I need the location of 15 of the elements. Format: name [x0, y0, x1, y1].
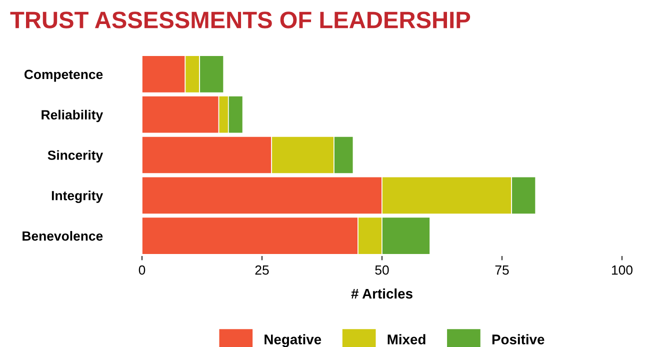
legend-label: Mixed	[388, 334, 426, 344]
y-tick-label: Benevolence	[22, 231, 103, 241]
y-tick-label: Integrity	[52, 190, 104, 203]
x-tick-label: 100	[612, 265, 632, 275]
legend-label: Negative	[264, 334, 322, 347]
chart-title: TRUST ASSESSMENTS OF LEADERSHIP	[10, 12, 470, 28]
x-tick-label: 75	[495, 266, 509, 275]
y-tick-label: Competence	[24, 70, 103, 82]
y-tick-label: Reliability	[42, 110, 104, 122]
x-tick-label: 50	[375, 265, 389, 275]
x-axis-title: # Articles	[351, 288, 412, 299]
x-tick-label: 0	[138, 265, 146, 275]
y-tick-label: Sincerity	[48, 150, 104, 163]
x-tick-label: 25	[255, 265, 269, 275]
legend-label: Positive	[492, 334, 544, 344]
